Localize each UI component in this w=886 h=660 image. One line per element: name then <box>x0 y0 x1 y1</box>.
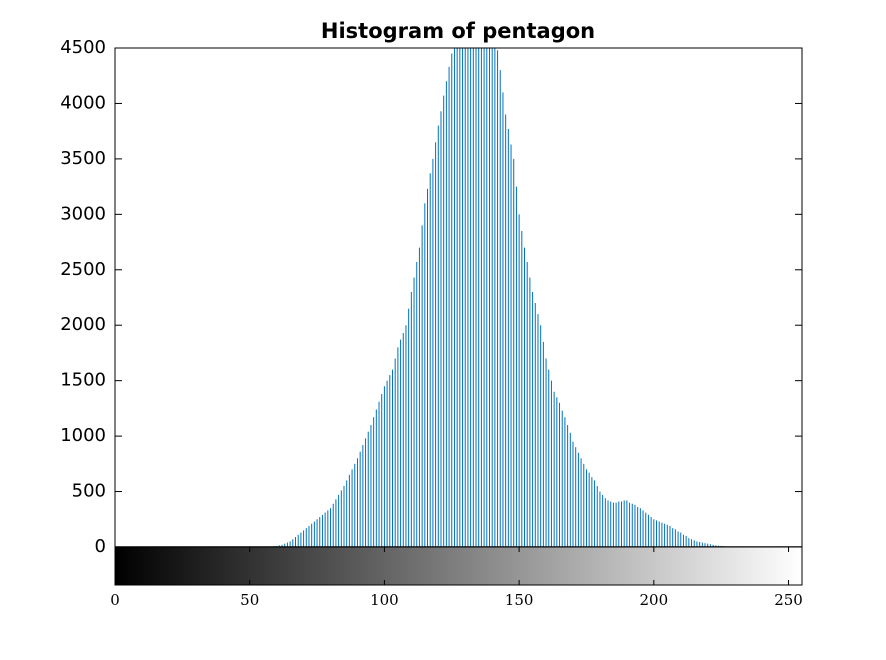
y-tick-label: 1000 <box>60 425 106 446</box>
x-tick-label: 150 <box>505 591 534 609</box>
y-tick-label: 500 <box>72 481 106 502</box>
chart-title: Histogram of pentagon <box>321 19 595 43</box>
y-tick-label: 3000 <box>60 203 106 224</box>
colorbar <box>114 546 803 586</box>
x-tick-label: 50 <box>240 591 259 609</box>
y-tick-label: 4500 <box>60 37 106 58</box>
x-tick-label: 250 <box>774 591 803 609</box>
y-tick-label: 2000 <box>60 314 106 335</box>
y-tick-label: 2500 <box>60 259 106 280</box>
plot-area <box>115 48 802 547</box>
x-tick-label: 100 <box>370 591 399 609</box>
x-tick-label: 200 <box>640 591 669 609</box>
y-tick-label: 3500 <box>60 148 106 169</box>
axes-box <box>114 47 803 548</box>
y-tick-label: 4000 <box>60 92 106 113</box>
y-tick-label: 1500 <box>60 370 106 391</box>
x-tick-label: 0 <box>110 591 120 609</box>
y-tick-label: 0 <box>95 536 106 557</box>
